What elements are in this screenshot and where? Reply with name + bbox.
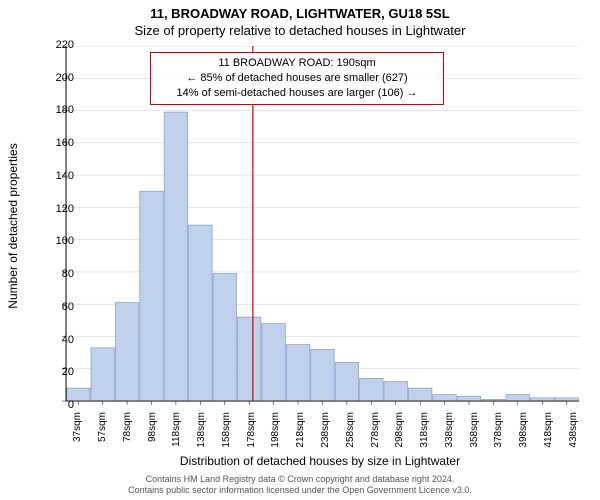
- footer: Contains HM Land Registry data © Crown c…: [0, 474, 600, 497]
- histogram-bar: [213, 274, 236, 402]
- histogram-bar: [189, 225, 212, 401]
- y-tick-label: 160: [44, 137, 74, 149]
- y-tick-label: 80: [44, 268, 74, 280]
- y-tick-label: 220: [44, 39, 74, 51]
- histogram-bar: [506, 395, 529, 401]
- y-tick-label: 180: [44, 104, 74, 116]
- chart-title-line2: Size of property relative to detached ho…: [0, 21, 600, 38]
- histogram-bar: [262, 324, 285, 401]
- histogram-bar: [433, 395, 456, 401]
- histogram-bar: [115, 303, 138, 401]
- y-tick-label: 200: [44, 72, 74, 84]
- histogram-bar: [311, 349, 334, 401]
- histogram-bar: [286, 345, 309, 401]
- x-axis-label: Distribution of detached houses by size …: [60, 454, 580, 468]
- y-tick-label: 20: [44, 366, 74, 378]
- y-tick-label: 100: [44, 235, 74, 247]
- histogram-bar: [140, 191, 163, 401]
- histogram-bar: [384, 382, 407, 401]
- y-axis-label: Number of detached properties: [6, 46, 26, 406]
- callout-line2: ← 85% of detached houses are smaller (62…: [157, 71, 437, 86]
- histogram-bar: [335, 362, 358, 401]
- callout-line1: 11 BROADWAY ROAD: 190sqm: [157, 56, 437, 71]
- y-tick-label: 0: [44, 399, 74, 411]
- callout-box: 11 BROADWAY ROAD: 190sqm ← 85% of detach…: [150, 52, 444, 105]
- histogram-bar: [360, 378, 383, 401]
- callout-line3: 14% of semi-detached houses are larger (…: [157, 86, 437, 101]
- y-tick-label: 120: [44, 203, 74, 215]
- footer-line1: Contains HM Land Registry data © Crown c…: [0, 474, 600, 485]
- histogram-bar: [408, 388, 431, 401]
- y-tick-label: 40: [44, 334, 74, 346]
- histogram-bar: [164, 112, 187, 401]
- y-tick-label: 140: [44, 170, 74, 182]
- chart-area: 11 BROADWAY ROAD: 190sqm ← 85% of detach…: [60, 46, 580, 406]
- histogram-bar: [457, 396, 480, 401]
- chart-title-line1: 11, BROADWAY ROAD, LIGHTWATER, GU18 5SL: [0, 0, 600, 21]
- histogram-bar: [237, 317, 260, 401]
- y-tick-label: 60: [44, 301, 74, 313]
- footer-line2: Contains public sector information licen…: [0, 485, 600, 496]
- histogram-bar: [91, 348, 114, 401]
